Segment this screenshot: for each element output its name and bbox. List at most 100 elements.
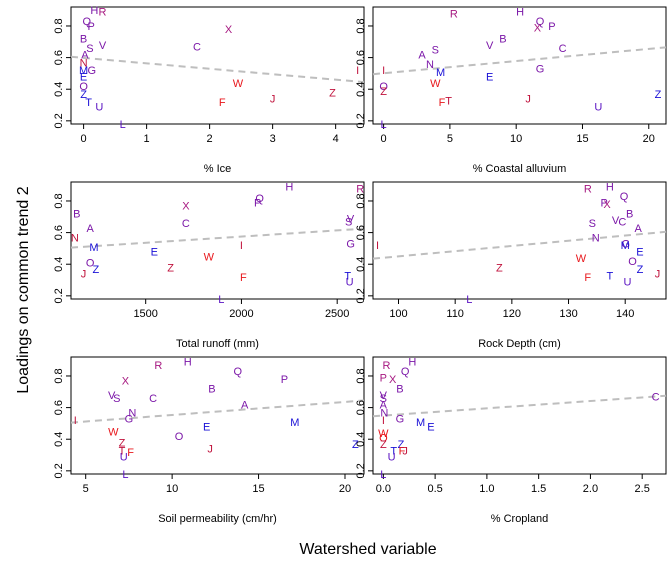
point-label: G: [621, 239, 630, 251]
global-x-label: Watershed variable: [299, 541, 436, 558]
x-tick-label: 140: [616, 308, 634, 320]
point-label: O: [379, 433, 388, 445]
point-label: F: [399, 445, 406, 457]
point-label: T: [390, 445, 397, 457]
point-label: C: [652, 392, 660, 404]
x-tick-label: 100: [389, 308, 407, 320]
panel-x-label: % Ice: [204, 163, 232, 175]
point-label: E: [636, 247, 643, 259]
x-tick-label: 3: [270, 133, 276, 145]
x-tick-label: 110: [446, 308, 464, 320]
point-label: Q: [234, 366, 243, 378]
point-label: A: [635, 223, 643, 235]
panel-x-label: Total runoff (mm): [176, 338, 259, 350]
y-tick-label: 0.2: [355, 113, 367, 128]
panel-2: 0 5 10 15 20 0.2 0.4 0.6 0.8 % Coastal alluvium R H…: [355, 6, 667, 175]
point-label: M: [290, 417, 299, 429]
y-tick-label: 0.4: [53, 82, 65, 97]
point-label: L: [466, 294, 472, 306]
x-tick-label: 2: [207, 133, 213, 145]
point-label: B: [80, 34, 87, 46]
panel-3: 1500 2000 2500 0.2 0.4 0.6 0.8 Total runoff (mm…: [53, 181, 365, 350]
panel-frame: [372, 181, 667, 300]
y-tick-label: 0.8: [355, 18, 367, 33]
point-label: J: [655, 269, 661, 281]
point-label: H: [516, 7, 524, 19]
point-label: N: [80, 57, 88, 69]
point-label: N: [426, 59, 434, 71]
point-label: R: [450, 8, 458, 20]
point-label: T: [445, 95, 452, 107]
trend-line: [70, 399, 365, 424]
point-label: N: [592, 232, 600, 244]
point-label: G: [346, 239, 355, 251]
point-label: A: [418, 49, 426, 61]
point-label: B: [499, 34, 506, 46]
point-label: U: [594, 102, 602, 114]
y-tick-label: 0.2: [53, 113, 65, 128]
point-label: M: [621, 240, 630, 252]
point-label: H: [90, 5, 98, 17]
point-label: L: [380, 469, 386, 481]
point-label: C: [193, 42, 201, 54]
panel-5: 5 10 15 20 0.2 0.4 0.6 0.8 Soil permeability (cm…: [53, 356, 365, 525]
trend-line: [372, 230, 667, 260]
point-label: Z: [167, 262, 174, 274]
point-label: C: [618, 217, 626, 229]
y-tick-label: 0.2: [355, 463, 367, 478]
point-label: E: [203, 422, 210, 434]
point-label: F: [439, 97, 446, 109]
point-label: C: [559, 43, 567, 55]
point-label: I: [382, 65, 385, 77]
panel-x-label: Soil permeability (cm/hr): [158, 513, 277, 525]
x-tick-label: 2000: [229, 308, 253, 320]
point-label: E: [486, 72, 493, 84]
point-label: I: [240, 240, 243, 252]
point-label: F: [127, 447, 134, 459]
x-tick-label: 20: [339, 483, 351, 495]
point-label: O: [79, 81, 88, 93]
point-label: Z: [93, 264, 100, 276]
point-label: P: [254, 198, 261, 210]
point-label: J: [270, 94, 276, 106]
y-tick-label: 0.8: [53, 193, 65, 208]
panel-frame: [70, 6, 365, 125]
trend-line: [70, 55, 365, 84]
point-label: X: [225, 24, 233, 36]
point-label: N: [380, 407, 388, 419]
point-label: U: [623, 277, 631, 289]
point-label: Q: [82, 16, 91, 28]
point-label: Z: [496, 262, 503, 274]
point-label: W: [378, 428, 389, 440]
x-tick-label: 2500: [325, 308, 349, 320]
point-label: Z: [80, 89, 87, 101]
point-label: H: [285, 182, 293, 194]
x-tick-label: 130: [559, 308, 577, 320]
y-tick-label: 0.8: [355, 193, 367, 208]
x-tick-label: 2.0: [583, 483, 598, 495]
point-label: V: [108, 390, 116, 402]
x-tick-label: 0.5: [427, 483, 442, 495]
point-label: U: [388, 452, 396, 464]
x-tick-label: 0: [81, 133, 87, 145]
x-tick-label: 1.5: [531, 483, 546, 495]
x-tick-label: 120: [503, 308, 521, 320]
point-label: Q: [255, 193, 264, 205]
y-tick-label: 0.8: [53, 18, 65, 33]
point-label: F: [240, 272, 247, 284]
point-label: T: [607, 270, 614, 282]
x-tick-label: 0: [381, 133, 387, 145]
point-label: I: [74, 415, 77, 427]
x-tick-label: 1: [144, 133, 150, 145]
point-label: L: [122, 469, 128, 481]
point-label: S: [432, 45, 439, 57]
point-label: Z: [637, 264, 644, 276]
x-tick-label: 15: [576, 133, 588, 145]
point-label: I: [356, 65, 359, 77]
point-label: V: [612, 215, 620, 227]
point-label: B: [626, 209, 633, 221]
point-label: U: [120, 452, 128, 464]
point-label: S: [86, 43, 93, 55]
